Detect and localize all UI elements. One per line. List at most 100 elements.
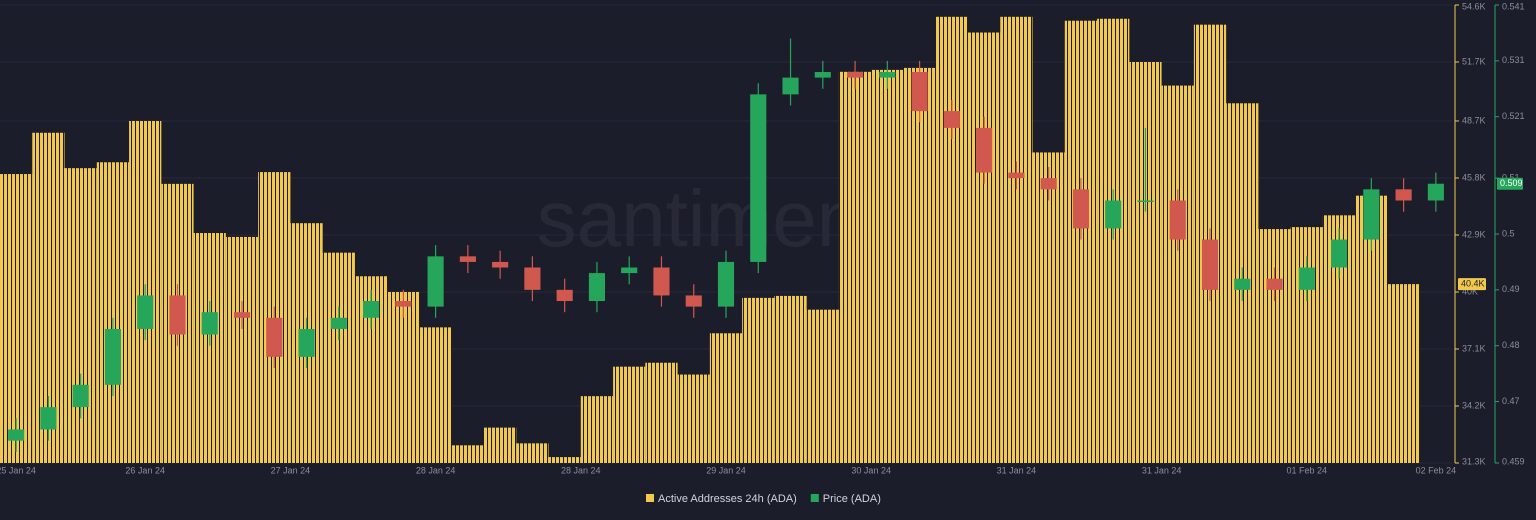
x-tick-label: 02 Feb 24 [1416, 465, 1457, 475]
candle-body [1169, 200, 1186, 240]
bar [677, 374, 710, 463]
candle-body [169, 295, 186, 335]
bar [225, 236, 259, 463]
watermark: santiment [537, 174, 884, 263]
candle-body [492, 261, 509, 268]
x-tick-label: 29 Jan 24 [706, 465, 746, 475]
candle-body [653, 267, 670, 296]
bar [419, 327, 452, 463]
bar [613, 366, 646, 463]
bar [1129, 62, 1162, 463]
legend-swatch [646, 494, 654, 502]
y-tick-label: 37.1K [1462, 343, 1486, 353]
bar [838, 71, 872, 464]
candle-body [1201, 239, 1219, 290]
last-value-label: 40.4K [1461, 278, 1485, 288]
candle-body [1105, 200, 1122, 229]
candle-body [685, 295, 702, 307]
bar [968, 32, 1001, 463]
candle-body [1363, 189, 1380, 240]
candle-body [782, 77, 799, 95]
candle-body [137, 295, 154, 329]
bar [1064, 20, 1098, 464]
candle-body [847, 72, 864, 78]
bar [935, 16, 968, 463]
candle-body [879, 72, 896, 78]
candle-body [266, 317, 283, 357]
bar [903, 67, 936, 463]
y2-tick-label: 0.531 [1502, 55, 1525, 65]
candle-body [1427, 183, 1444, 201]
candle-body [72, 384, 89, 408]
x-tick-label: 30 Jan 24 [851, 465, 891, 475]
y-tick-label: 48.7K [1462, 115, 1486, 125]
candle-body [1137, 200, 1154, 202]
candle-body [1008, 172, 1025, 179]
candle-body [1266, 278, 1283, 290]
y-tick-label: 40K [1462, 286, 1478, 296]
bar [871, 69, 904, 464]
candle-body [524, 267, 541, 290]
bar [1387, 284, 1420, 463]
bar [64, 168, 97, 463]
last-value-tag [1458, 278, 1486, 291]
candle-body [911, 72, 928, 112]
candle-body [201, 312, 218, 335]
bar [580, 396, 614, 463]
candle-body [556, 289, 573, 302]
last-price-tag [1497, 177, 1523, 190]
candle-body [459, 256, 476, 262]
x-tick-label: 27 Jan 24 [271, 465, 311, 475]
y-tick-label: 31.3K [1462, 456, 1486, 466]
candle-body [750, 94, 767, 262]
bar [0, 174, 33, 463]
x-tick-label: 25 Jan 24 [0, 465, 36, 475]
candle-body [298, 328, 315, 357]
candle-body [1072, 189, 1089, 229]
bar [516, 443, 549, 463]
bar [387, 291, 420, 463]
y2-tick-label: 0.48 [1502, 340, 1520, 350]
y2-tick-label: 0.521 [1502, 111, 1525, 121]
bar [193, 233, 226, 463]
bar [1161, 85, 1194, 463]
candle-body [1395, 189, 1412, 201]
bar [1258, 229, 1291, 463]
candle-body [104, 328, 121, 385]
y-tick-label: 42.9K [1462, 229, 1486, 239]
candle-body [814, 72, 831, 78]
y2-tick-label: 0.541 [1502, 1, 1525, 11]
bar [774, 295, 807, 463]
candle-body [40, 407, 57, 430]
y-tick-label: 34.2K [1462, 400, 1486, 410]
y-tick-label: 45.8K [1462, 172, 1486, 182]
bar [1032, 152, 1065, 463]
candle-body [363, 301, 380, 318]
y2-tick-label: 0.47 [1502, 396, 1520, 406]
candle-body [1298, 267, 1315, 290]
candle-body [943, 111, 960, 128]
candle-body [427, 256, 444, 307]
candle-body [588, 273, 605, 302]
bar [806, 309, 839, 463]
bar [742, 297, 775, 463]
candle-body [233, 312, 251, 318]
bar [96, 162, 130, 463]
bar [322, 252, 355, 463]
last-price-label: 0.509 [1500, 178, 1523, 188]
bar [1000, 16, 1033, 463]
candle-body [976, 127, 993, 173]
x-tick-label: 28 Jan 24 [416, 465, 456, 475]
x-tick-label: 31 Jan 24 [997, 465, 1037, 475]
bar [1097, 18, 1130, 464]
x-tick-label: 26 Jan 24 [125, 465, 165, 475]
legend-label: Price (ADA) [823, 493, 881, 505]
candle-body [1331, 239, 1348, 268]
x-tick-label: 31 Jan 24 [1142, 465, 1182, 475]
candle-body [330, 317, 347, 329]
bar [709, 333, 743, 463]
bar [484, 427, 517, 463]
legend-swatch [810, 494, 819, 502]
candle-body [621, 267, 638, 274]
